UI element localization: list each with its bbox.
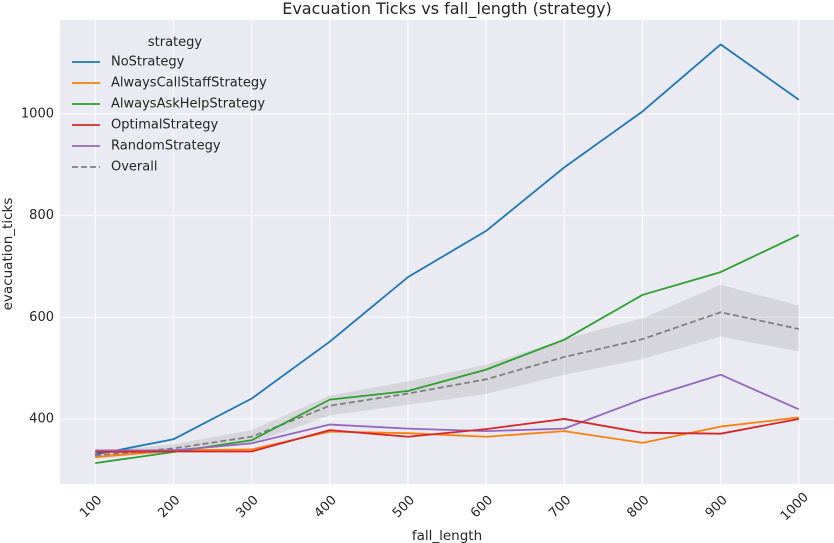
y-tick-label: 600	[29, 310, 54, 325]
chart-title: Evacuation Ticks vs fall_length (strateg…	[282, 0, 612, 19]
x-tick-label: 200	[155, 493, 183, 521]
x-tick-labels: 100 200 300 400 500 600 700 800 900 1000	[77, 490, 812, 524]
series-line-alwayscallstaffstrategy	[95, 416, 799, 458]
y-tick-label: 1000	[21, 107, 54, 122]
y-tick-label: 800	[29, 208, 54, 223]
x-tick-label: 600	[468, 493, 496, 521]
series-line-randomstrategy	[95, 373, 800, 452]
legend-label-randomstrategy: RandomStrategy	[111, 139, 221, 154]
legend-label-overall: Overall	[111, 160, 157, 175]
y-tick-label: 400	[29, 411, 54, 426]
y-tick-labels: 400 600 800 1000	[21, 107, 54, 427]
legend: strategy NoStrategy AlwaysCallStaffStrate…	[72, 35, 267, 175]
legend-label-nostrategy: NoStrategy	[111, 55, 185, 70]
legend-title: strategy	[148, 35, 203, 50]
x-tick-label: 700	[546, 493, 574, 521]
series-line-nostrategy	[95, 43, 800, 456]
legend-label-alwayscallstaffstrategy: AlwaysCallStaffStrategy	[111, 76, 267, 91]
x-tick-label: 900	[703, 493, 731, 521]
x-tick-label: 100	[77, 493, 105, 521]
series-line-overall	[95, 311, 800, 457]
series-lines	[95, 43, 800, 465]
series-line-optimalstrategy	[95, 418, 799, 453]
plot-background	[60, 20, 834, 484]
confidence-band	[95, 284, 799, 459]
ci-band-overall	[95, 284, 799, 459]
legend-label-optimalstrategy: OptimalStrategy	[111, 118, 218, 133]
grid	[60, 20, 834, 484]
y-axis-title: evacuation_ticks	[0, 198, 16, 311]
x-tick-label: 500	[390, 493, 418, 521]
x-tick-label: 300	[233, 493, 261, 521]
x-tick-label: 800	[624, 493, 652, 521]
x-tick-label: 400	[312, 493, 340, 521]
legend-label-alwaysaskhelpstrategy: AlwaysAskHelpStrategy	[111, 97, 265, 112]
x-tick-label: 1000	[778, 490, 812, 524]
x-axis-title: fall_length	[412, 528, 482, 543]
